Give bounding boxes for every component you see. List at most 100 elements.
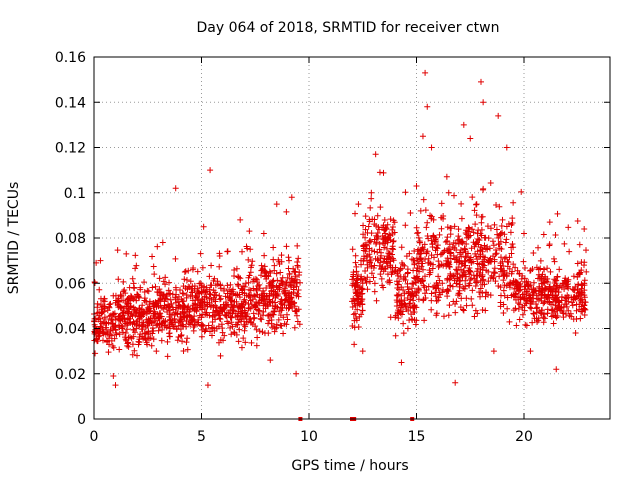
- data-point: [130, 304, 137, 311]
- data-point: [121, 318, 128, 325]
- data-point: [496, 203, 503, 210]
- data-point: [362, 267, 369, 274]
- data-point: [135, 292, 142, 299]
- data-point: [573, 315, 580, 322]
- data-point: [156, 275, 163, 282]
- data-point: [133, 308, 140, 315]
- data-point: [217, 285, 224, 292]
- data-point: [156, 298, 163, 305]
- axis-ticks: 0 0.02 0.04 0.06 0.08 0.1 0.12 0.14 0.16 0 5 10 15 20: [55, 50, 610, 445]
- data-point: [199, 295, 206, 302]
- data-point: [112, 314, 119, 321]
- data-point: [529, 319, 536, 326]
- data-point: [405, 289, 412, 296]
- data-point: [400, 330, 407, 337]
- data-point: [245, 305, 252, 312]
- data-point: [479, 306, 486, 313]
- data-point: [390, 217, 397, 224]
- data-point: [283, 311, 290, 318]
- data-point: [266, 317, 273, 324]
- data-point: [446, 282, 453, 289]
- data-point: [546, 219, 553, 226]
- data-point: [183, 339, 190, 346]
- data-point: [481, 234, 488, 241]
- data-point: [198, 314, 205, 321]
- data-point: [473, 212, 480, 219]
- data-point: [502, 239, 509, 246]
- data-point: [273, 321, 280, 328]
- data-point: [495, 241, 502, 248]
- data-point: [438, 225, 445, 232]
- data-point: [360, 222, 367, 229]
- data-point: [444, 293, 451, 300]
- data-point: [290, 284, 297, 291]
- data-point: [283, 321, 290, 328]
- data-point: [177, 287, 183, 294]
- data-point: [113, 331, 120, 338]
- data-point: [278, 277, 285, 284]
- data-point: [534, 304, 541, 311]
- data-point: [460, 306, 467, 313]
- data-point: [92, 350, 99, 357]
- data-point: [455, 290, 462, 297]
- data-point: [562, 301, 569, 308]
- data-point: [133, 297, 140, 304]
- data-point: [539, 280, 546, 287]
- data-point: [410, 281, 417, 288]
- data-point: [519, 291, 526, 298]
- data-point: [528, 305, 535, 312]
- data-point: [271, 262, 278, 269]
- data-point: [404, 295, 411, 302]
- data-point: [421, 317, 428, 324]
- data-point: [463, 234, 470, 241]
- data-point: [362, 276, 369, 283]
- data-point: [409, 317, 416, 324]
- data-point: [354, 306, 361, 313]
- data-point: [270, 291, 277, 298]
- data-point: [372, 151, 379, 158]
- data-point: [352, 252, 359, 259]
- data-point: [183, 323, 190, 330]
- data-point: [270, 244, 277, 251]
- data-point: [428, 144, 435, 151]
- data-point: [295, 286, 302, 293]
- data-point: [451, 256, 458, 263]
- data-point: [463, 253, 470, 260]
- data-point: [550, 320, 557, 327]
- data-point: [290, 265, 297, 272]
- data-point: [429, 240, 436, 247]
- data-point: [169, 291, 176, 298]
- data-point: [538, 297, 545, 304]
- data-point: [416, 268, 423, 275]
- data-point: [389, 226, 396, 233]
- data-point: [513, 322, 520, 329]
- data-point: [115, 313, 122, 320]
- data-point: [205, 322, 212, 329]
- data-point: [529, 291, 536, 298]
- data-point: [238, 300, 245, 307]
- data-point: [238, 344, 245, 351]
- data-point: [95, 316, 102, 323]
- data-point: [495, 234, 502, 241]
- data-point: [207, 304, 214, 311]
- y-tick-label: 0.16: [55, 50, 86, 66]
- data-point: [540, 231, 547, 238]
- data-point: [206, 273, 213, 280]
- data-point: [241, 290, 248, 297]
- data-point: [388, 271, 395, 278]
- data-point: [394, 268, 401, 275]
- data-point: [144, 287, 151, 294]
- data-point: [112, 382, 119, 389]
- data-point: [544, 265, 551, 272]
- data-point: [125, 315, 132, 322]
- data-point: [121, 286, 128, 293]
- data-point: [581, 298, 588, 305]
- data-point: [353, 268, 360, 275]
- data-point: [261, 252, 268, 259]
- data-point: [273, 201, 280, 208]
- data-point: [491, 256, 498, 263]
- data-point: [378, 265, 385, 272]
- data-point: [187, 321, 194, 328]
- data-point: [139, 323, 146, 330]
- data-point: [537, 275, 544, 282]
